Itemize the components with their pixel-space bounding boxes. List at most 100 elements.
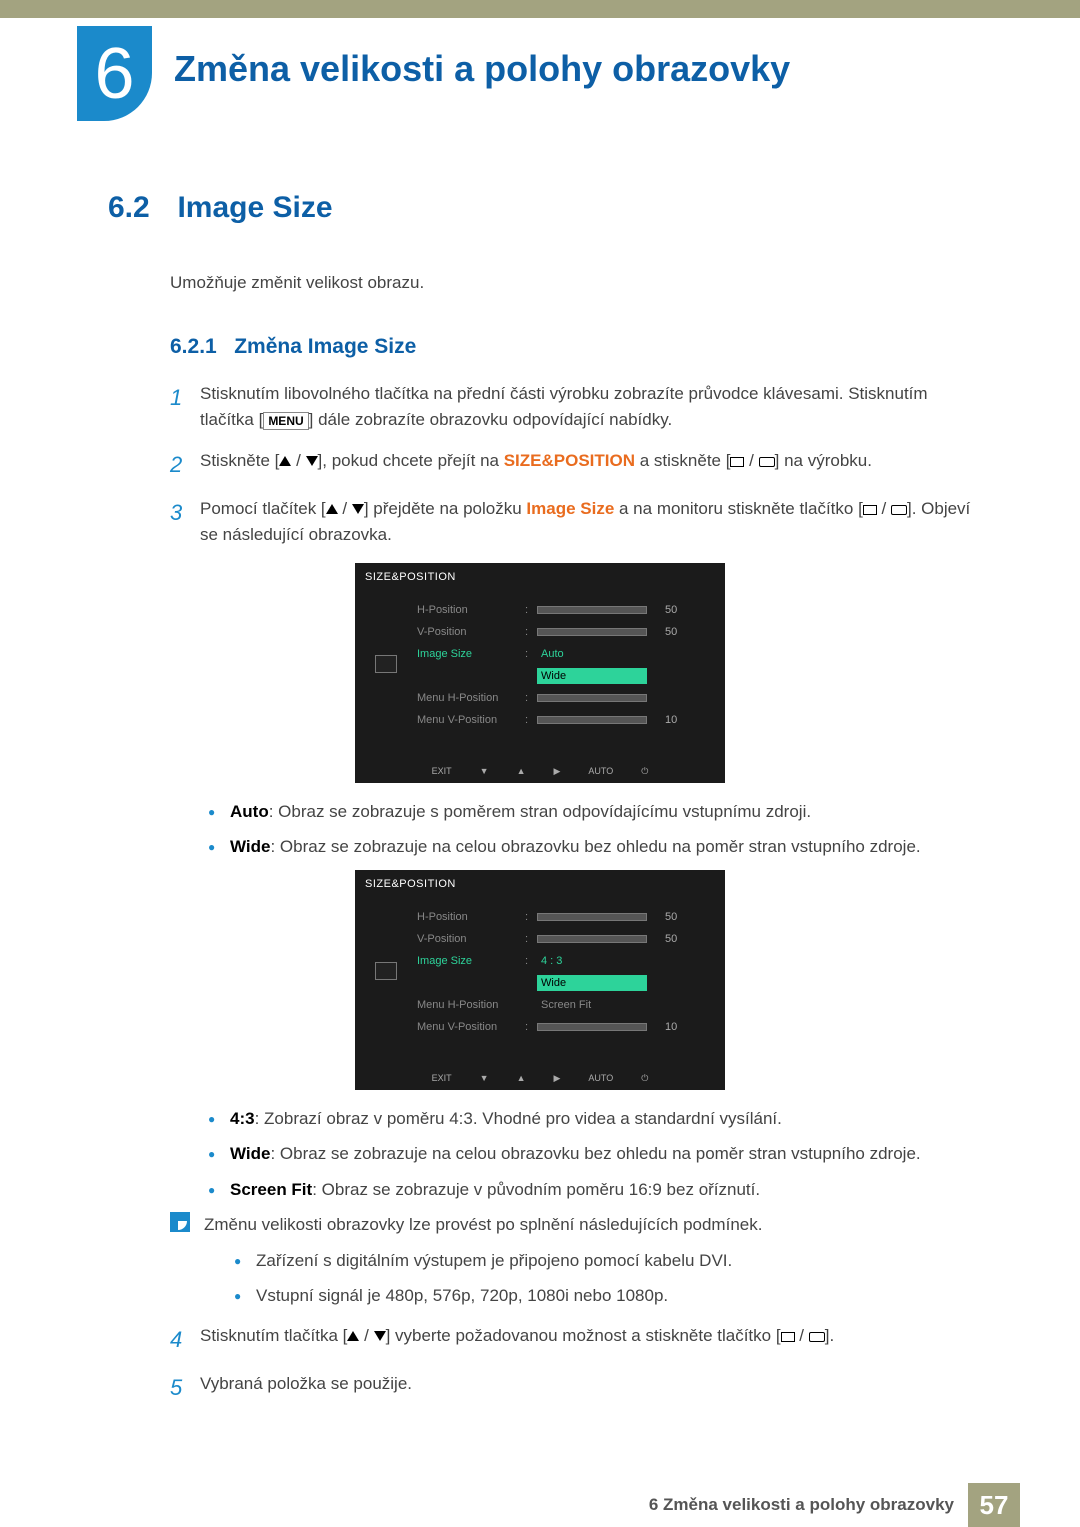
content-area: 6.2 Image Size Umožňuje změnit velikost … [0, 121, 1080, 1405]
osd-slider [537, 694, 647, 702]
section-number: 6.2 [108, 191, 173, 225]
bullet-dot-icon: ● [208, 834, 230, 860]
osd-value: 50 [665, 626, 677, 638]
bullet-dot-icon: ● [208, 1177, 230, 1203]
enter-icon: / [781, 1323, 825, 1349]
bullet-dot-icon: ● [208, 799, 230, 825]
bullet-text: : Obraz se zobrazuje na celou obrazovku … [270, 1144, 920, 1163]
enter-icon: / [730, 448, 774, 474]
bullet-text: Vstupní signál je 480p, 576p, 720p, 1080… [256, 1283, 762, 1309]
osd-button-row: EXIT ▼ ▲ ▶ AUTO ⏻ [355, 1073, 725, 1084]
step-text: Stisknutím tlačítka [ [200, 1326, 347, 1345]
steps-list: 1 Stisknutím libovolného tlačítka na pře… [170, 381, 972, 549]
osd-power-icon: ⏻ [641, 766, 648, 777]
osd-row-mhpos: Menu H-Position: [417, 687, 715, 709]
step-number: 1 [170, 381, 200, 434]
step-text: Pomocí tlačítek [ [200, 499, 326, 518]
bullet-text: : Obraz se zobrazuje v původním poměru 1… [312, 1180, 760, 1199]
osd-down-icon: ▼ [480, 766, 489, 777]
osd-side-icon [375, 655, 397, 673]
step-text: ]. [825, 1326, 834, 1345]
osd-slider [537, 913, 647, 921]
up-down-icon: / [347, 1323, 385, 1349]
osd-down-icon: ▼ [480, 1073, 489, 1084]
osd-row-imagesize: Image Size:4 : 3 [417, 950, 715, 972]
osd-rows: H-Position:50 V-Position:50 Image Size:4… [417, 906, 715, 1038]
subsection-title: Změna Image Size [234, 335, 416, 358]
bullet-dot-icon: ● [208, 1106, 230, 1132]
osd-value: 10 [665, 1021, 677, 1033]
chapter-number-badge: 6 [77, 26, 152, 121]
bullet-dot-icon: ● [208, 1141, 230, 1167]
bullet-label: 4:3 [230, 1109, 255, 1128]
osd-label: Menu H-Position [417, 692, 525, 704]
note-subbullets: ●Zařízení s digitálním výstupem je připo… [234, 1248, 762, 1309]
osd-row-hpos: H-Position:50 [417, 599, 715, 621]
step-3: 3 Pomocí tlačítek [ / ] přejděte na polo… [170, 496, 972, 549]
highlight-orange: SIZE&POSITION [504, 451, 635, 470]
bullet-wide: ●Wide: Obraz se zobrazuje na celou obraz… [208, 1141, 972, 1167]
bullet-auto: ●Auto: Obraz se zobrazuje s poměrem stra… [208, 799, 972, 825]
osd-label-active: Image Size [417, 955, 525, 967]
step-text: ] na výrobku. [775, 451, 872, 470]
step-body: Vybraná položka se použije. [200, 1371, 972, 1405]
steps-list-cont: 4 Stisknutím tlačítka [ / ] vyberte poža… [170, 1323, 972, 1405]
osd-slider [537, 1023, 647, 1031]
step-4: 4 Stisknutím tlačítka [ / ] vyberte poža… [170, 1323, 972, 1357]
osd-auto-label: AUTO [588, 766, 613, 777]
subsection-heading: 6.2.1 Změna Image Size [170, 335, 972, 359]
bullet-list-1: ●Auto: Obraz se zobrazuje s poměrem stra… [208, 799, 972, 860]
note-sub-1: ●Zařízení s digitálním výstupem je připo… [234, 1248, 762, 1274]
osd-exit-label: EXIT [432, 766, 452, 777]
note-text: Změnu velikosti obrazovky lze provést po… [204, 1215, 762, 1234]
step-text: ] přejděte na položku [364, 499, 527, 518]
osd-option-highlighted: Wide [537, 668, 647, 684]
osd-row-imagesize-opt: Wide [417, 665, 715, 687]
step-5: 5 Vybraná položka se použije. [170, 1371, 972, 1405]
step-text: ] dále zobrazíte obrazovku odpovídající … [309, 410, 673, 429]
osd-row-imagesize: Image Size:Auto [417, 643, 715, 665]
osd-power-icon: ⏻ [641, 1073, 648, 1084]
osd-label: Menu V-Position [417, 714, 525, 726]
highlight-orange: Image Size [526, 499, 614, 518]
step-number: 2 [170, 448, 200, 482]
step-2: 2 Stiskněte [ / ], pokud chcete přejít n… [170, 448, 972, 482]
subsection-number: 6.2.1 [170, 335, 217, 358]
bullet-list-2: ●4:3: Zobrazí obraz v poměru 4:3. Vhodné… [208, 1106, 972, 1203]
osd-row-mvpos: Menu V-Position:10 [417, 1016, 715, 1038]
osd-slider [537, 716, 647, 724]
footer: 6 Změna velikosti a polohy obrazovky 57 [0, 1483, 1080, 1527]
step-text: a na monitoru stiskněte tlačítko [ [614, 499, 863, 518]
note-block: Změnu velikosti obrazovky lze provést po… [170, 1212, 972, 1319]
step-text: Stiskněte [ [200, 451, 279, 470]
bullet-screenfit: ●Screen Fit: Obraz se zobrazuje v původn… [208, 1177, 972, 1203]
step-number: 5 [170, 1371, 200, 1405]
bullet-wide: ●Wide: Obraz se zobrazuje na celou obraz… [208, 834, 972, 860]
osd-play-icon: ▶ [553, 766, 560, 777]
bullet-label: Auto [230, 802, 269, 821]
osd-title: SIZE&POSITION [365, 571, 715, 583]
osd-row-vpos: V-Position:50 [417, 928, 715, 950]
osd-side-icon [375, 962, 397, 980]
step-text: a stiskněte [ [635, 451, 730, 470]
osd-auto-label: AUTO [588, 1073, 613, 1084]
bullet-text: : Obraz se zobrazuje s poměrem stran odp… [269, 802, 811, 821]
step-text: ], pokud chcete přejít na [318, 451, 504, 470]
footer-page-number: 57 [968, 1483, 1020, 1527]
bullet-dot-icon: ● [234, 1248, 256, 1274]
note-sub-2: ●Vstupní signál je 480p, 576p, 720p, 108… [234, 1283, 762, 1309]
osd-screenshot-1: SIZE&POSITION H-Position:50 V-Position:5… [355, 563, 725, 783]
osd-label: Menu H-Position [417, 999, 525, 1011]
osd-slider [537, 628, 647, 636]
osd-row-vpos: V-Position:50 [417, 621, 715, 643]
menu-key-icon: MENU [263, 412, 308, 430]
osd-title: SIZE&POSITION [365, 878, 715, 890]
step-body: Stisknutím tlačítka [ / ] vyberte požado… [200, 1323, 972, 1357]
section-title: Image Size [177, 191, 332, 224]
osd-screenshot-2: SIZE&POSITION H-Position:50 V-Position:5… [355, 870, 725, 1090]
intro-text: Umožňuje změnit velikost obrazu. [170, 273, 972, 293]
osd-row-hpos: H-Position:50 [417, 906, 715, 928]
chapter-title: Změna velikosti a polohy obrazovky [174, 48, 790, 90]
osd-up-icon: ▲ [517, 1073, 526, 1084]
bullet-text: Zařízení s digitálním výstupem je připoj… [256, 1248, 762, 1274]
